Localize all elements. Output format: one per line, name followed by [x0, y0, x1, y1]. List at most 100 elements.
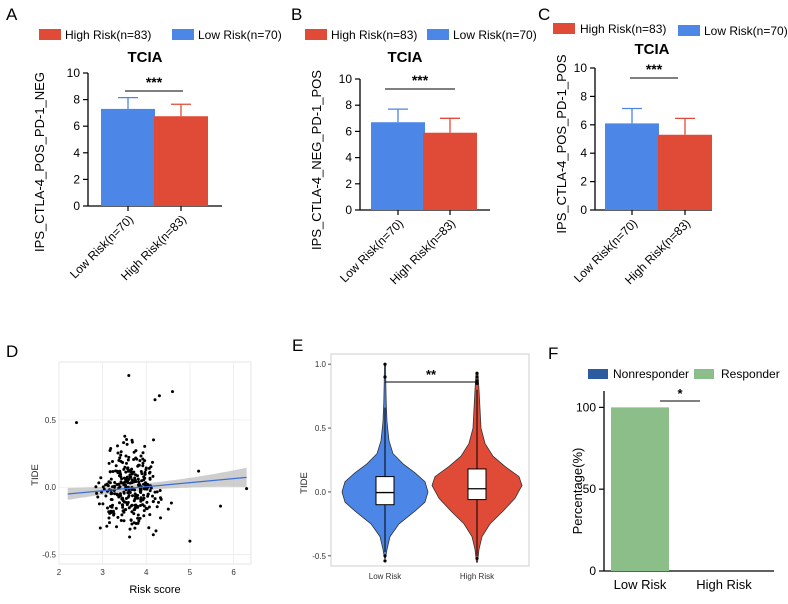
scatter-point	[151, 533, 155, 537]
scatter-point	[109, 477, 113, 481]
scatter-point	[123, 483, 127, 487]
scatter-point	[141, 503, 145, 507]
bar	[658, 134, 712, 210]
y-axis-label: TIDE	[299, 472, 310, 494]
scatter-point	[96, 495, 100, 499]
scatter-point	[171, 390, 174, 394]
y-tick-label: 100	[576, 400, 596, 414]
scatter-point	[144, 466, 148, 470]
scatter-point	[141, 457, 145, 461]
scatter-point	[153, 398, 157, 402]
legend-label-responder: Responder	[721, 367, 780, 381]
scatter-point	[132, 470, 136, 474]
scatter-point	[118, 456, 122, 460]
scatter-point	[126, 458, 130, 462]
scatter-point	[107, 516, 111, 520]
x-tick-label: High Risk	[696, 577, 752, 592]
scatter-point	[154, 529, 158, 533]
y-tick-label: 0.5	[45, 416, 57, 425]
scatter-point	[122, 500, 126, 504]
scatter-point	[135, 457, 139, 461]
scatter-point	[148, 489, 152, 493]
scatter-point	[136, 516, 140, 520]
significance-label: ***	[412, 72, 429, 88]
panel-e: E TIDE -0.5 0.0 0.5 1.0 Low Risk High Risk **	[292, 336, 530, 581]
scatter-point	[106, 506, 109, 510]
panel-label-b: B	[291, 5, 302, 24]
scatter-point	[99, 476, 103, 480]
bar	[154, 116, 208, 206]
panel-label-f: F	[548, 344, 558, 363]
panel-f: F Nonresponder Responder Percentage(%) 0…	[548, 344, 780, 592]
scatter-point	[110, 492, 114, 495]
scatter-point	[139, 497, 143, 501]
scatter-point	[120, 513, 124, 517]
y-axis-label: Percentage(%)	[570, 448, 585, 535]
scatter-point	[159, 516, 162, 520]
chart-title: TCIA	[128, 49, 163, 66]
y-tick-label: 10	[67, 66, 81, 80]
scatter-point	[95, 491, 99, 495]
scatter-point	[141, 461, 145, 465]
scatter-point	[121, 461, 125, 464]
scatter-point	[119, 453, 123, 457]
x-tick-label: Low Risk	[614, 577, 667, 592]
scatter-point	[124, 497, 128, 500]
legend-label-low: Low Risk(n=70)	[704, 24, 788, 38]
legend-swatch-low	[678, 25, 700, 36]
outlier-point	[475, 371, 479, 375]
scatter-point	[145, 500, 149, 504]
y-tick-label: -0.5	[42, 551, 56, 560]
scatter-point	[129, 470, 133, 474]
x-tick-label: Low Risk	[369, 572, 402, 581]
scatter-point	[153, 490, 157, 494]
scatter-point	[158, 489, 162, 492]
scatter-point	[245, 487, 249, 491]
scatter-point	[151, 460, 154, 464]
scatter-point	[133, 488, 137, 492]
scatter-point	[142, 509, 146, 513]
scatter-point	[136, 474, 139, 478]
y-tick-label: 4	[345, 151, 352, 165]
scatter-point	[147, 526, 151, 530]
outlier-point	[383, 559, 387, 563]
plot-area: 0 50 100 Low Risk High Risk *	[576, 386, 774, 592]
scatter-point	[133, 497, 137, 501]
y-tick-label: 1.0	[315, 360, 327, 369]
legend-label-low: Low Risk(n=70)	[198, 28, 282, 42]
scatter-point	[125, 442, 129, 446]
scatter-point	[132, 458, 136, 461]
scatter-point	[124, 508, 128, 511]
scatter-point	[126, 469, 130, 473]
y-tick-label: -0.5	[312, 552, 326, 561]
scatter-point	[138, 459, 142, 463]
scatter-point	[118, 501, 121, 505]
scatter-point	[111, 509, 115, 513]
scatter-point	[131, 494, 134, 498]
scatter-point	[152, 438, 155, 442]
scatter-point	[125, 461, 128, 465]
scatter-point	[146, 492, 150, 496]
y-tick-label: 4	[580, 146, 587, 160]
scatter-point	[128, 473, 132, 477]
panel-b: B High Risk(n=83) Low Risk(n=70) TCIA IP…	[291, 5, 537, 287]
bar	[605, 123, 659, 210]
legend-label-high: High Risk(n=83)	[65, 28, 151, 42]
outlier-point	[475, 375, 479, 379]
scatter-point	[114, 464, 118, 468]
scatter-point	[110, 505, 114, 509]
outlier-point	[383, 375, 387, 379]
scatter-point	[130, 503, 134, 507]
scatter-point	[157, 500, 160, 504]
panel-label-a: A	[6, 5, 18, 24]
x-tick-label: 4	[144, 568, 149, 577]
scatter-point	[149, 465, 153, 469]
scatter-point	[128, 535, 132, 539]
scatter-point	[119, 519, 123, 522]
y-tick-label: 10	[574, 61, 588, 75]
scatter-point	[116, 515, 120, 519]
scatter-point	[118, 474, 121, 478]
scatter-point	[141, 451, 145, 455]
